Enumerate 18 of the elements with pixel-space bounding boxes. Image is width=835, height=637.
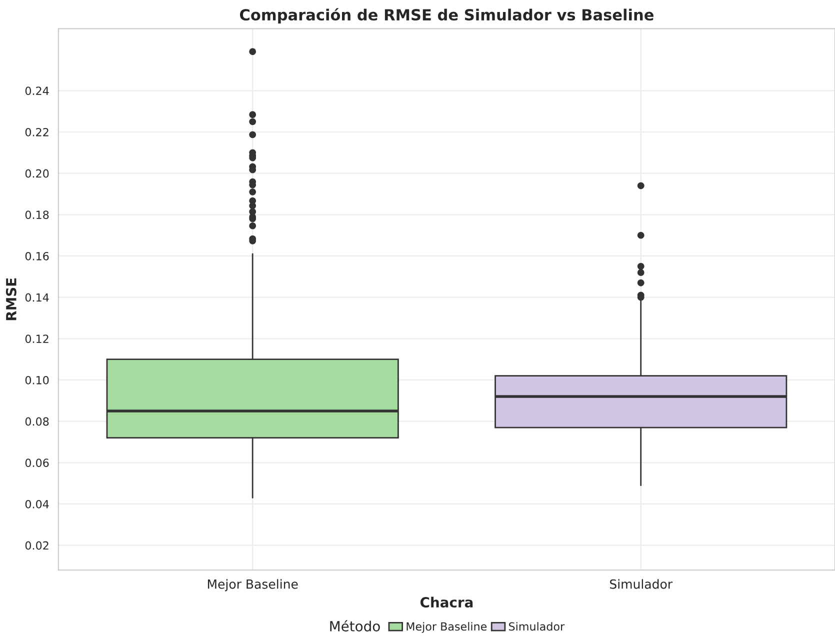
y-tick-label: 0.24 — [25, 86, 49, 96]
y-tick-label: 0.16 — [25, 252, 49, 260]
legend-label: Mejor Baseline — [406, 622, 487, 633]
y-tick-label: 0.04 — [25, 500, 49, 508]
x-axis-title: Chacra — [420, 596, 473, 608]
chart-title: Comparación de RMSE de Simulador vs Baseline — [240, 8, 654, 24]
y-tick-label: 0.22 — [25, 128, 48, 136]
y-tick-label: 0.10 — [25, 376, 49, 384]
y-tick-label: 0.06 — [25, 458, 49, 468]
legend-label: Simulador — [509, 622, 565, 631]
legend-title: Método — [330, 620, 380, 632]
y-tick-label: 0.20 — [25, 169, 49, 178]
y-tick-label: 0.02 — [25, 541, 48, 550]
y-tick-label: 0.12 — [25, 334, 48, 344]
y-tick-label: 0.08 — [25, 417, 49, 426]
y-tick-label: 0.14 — [25, 293, 49, 302]
y-tick-label: 0.18 — [25, 210, 49, 220]
y-axis-title: RMSE — [6, 278, 16, 320]
